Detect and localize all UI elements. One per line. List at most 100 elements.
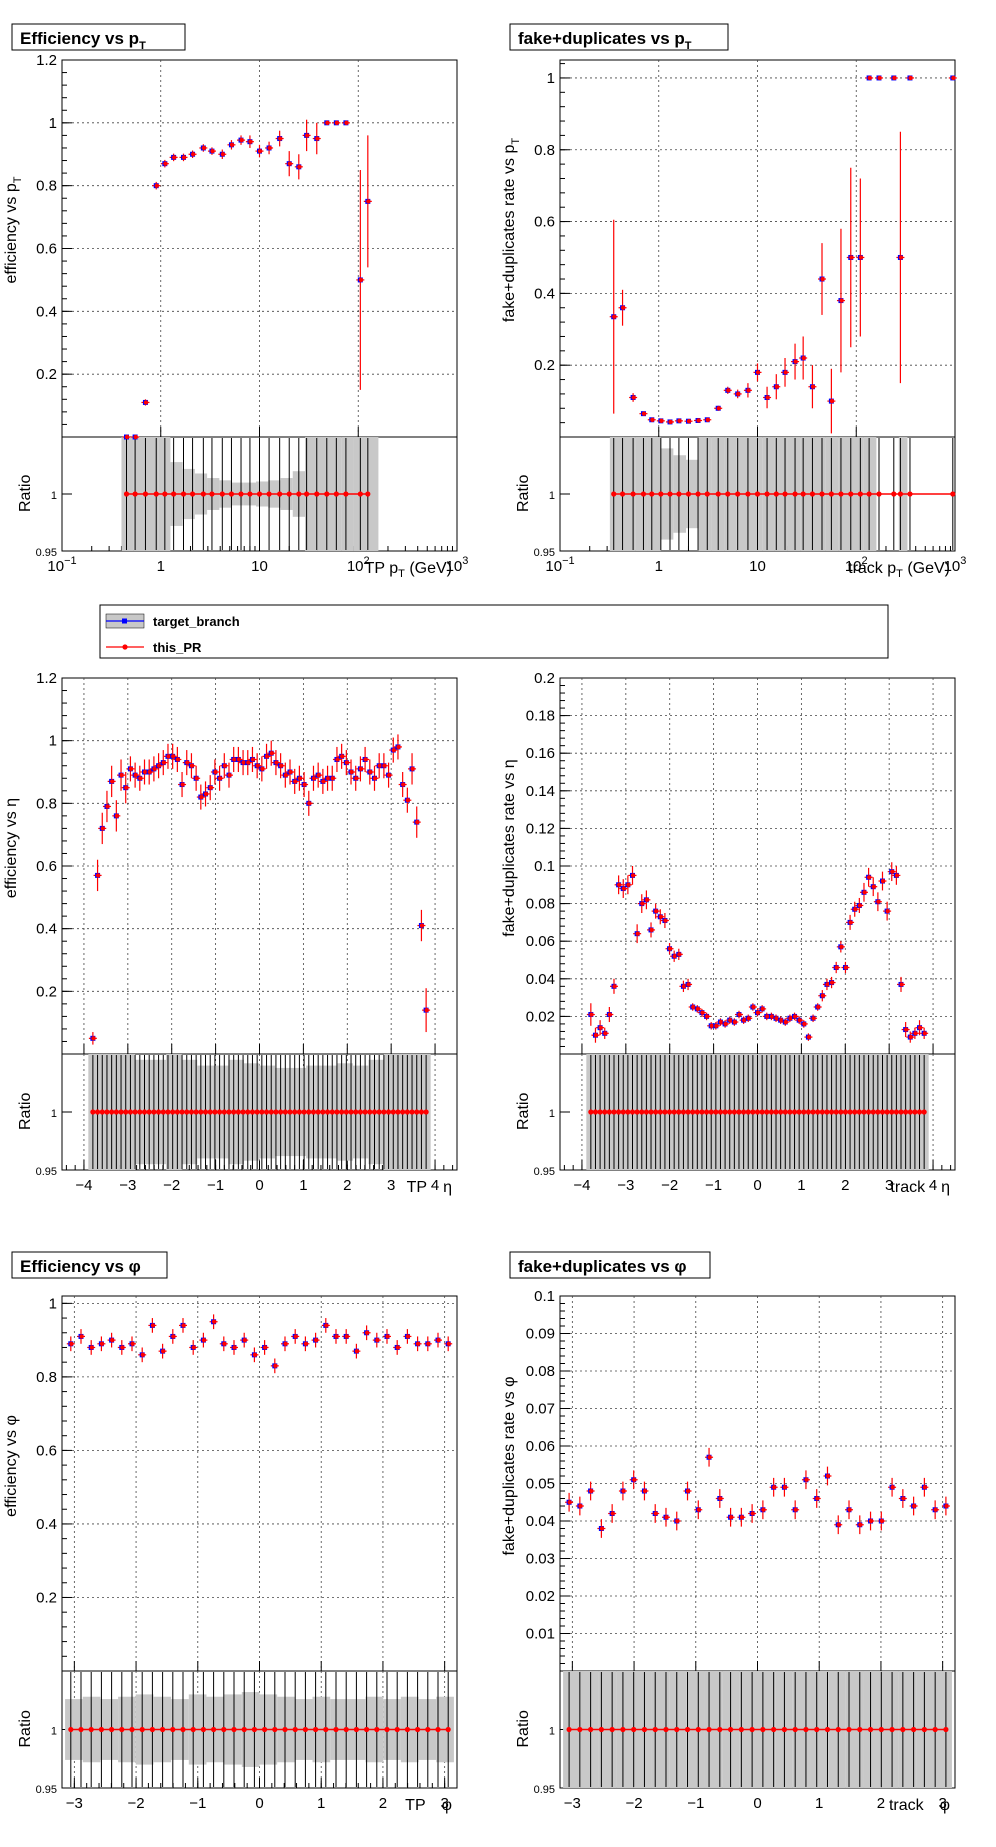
y-tick-label: 0.04 (526, 1513, 555, 1530)
pr-point (631, 395, 636, 400)
pr-point (610, 1511, 615, 1516)
pr-point (876, 899, 881, 904)
pr-point (641, 411, 647, 416)
pr-point (696, 1507, 702, 1512)
y-tick-label: 0.8 (36, 178, 57, 195)
y-tick-label: 0.4 (36, 1516, 57, 1533)
pr-point (171, 754, 176, 759)
pr-point (395, 1345, 400, 1350)
x-tick-label: 0 (753, 1177, 761, 1194)
pr-point (382, 763, 387, 768)
x-tick-label: 0 (255, 1177, 263, 1194)
y-tick-label: 0.6 (36, 858, 57, 875)
pr-point (334, 1334, 339, 1339)
pr-point (242, 1337, 248, 1343)
pr-point (349, 769, 354, 775)
pr-point (705, 417, 711, 422)
y-tick-label: 0.02 (526, 1008, 555, 1025)
pr-point (385, 1334, 390, 1339)
ratio-point (943, 1726, 949, 1733)
pr-point (386, 772, 392, 778)
pr-point (847, 1507, 852, 1512)
pr-point (760, 1006, 765, 1012)
pr-point (250, 757, 256, 762)
x-axis-label: track η (890, 1179, 950, 1196)
pr-point (239, 137, 244, 143)
pr-point (677, 952, 682, 957)
x-tick-label: −2 (626, 1795, 643, 1812)
pr-point (804, 1477, 809, 1482)
x-tick-label: 10−1 (47, 555, 76, 575)
pr-point (110, 779, 115, 784)
pr-point (446, 1341, 451, 1346)
pr-point (653, 1511, 659, 1516)
pr-point (307, 801, 312, 806)
pr-point (857, 903, 863, 908)
x-tick-label: −3 (617, 1177, 634, 1194)
pr-point (774, 1016, 779, 1021)
x-tick-label: 0 (753, 1795, 761, 1812)
pr-point (718, 1019, 724, 1025)
ratio-y-axis-label: Ratio (515, 1093, 532, 1130)
ratio-y-tick-label: 1 (549, 490, 555, 502)
pr-point (142, 769, 148, 775)
legend-marker (122, 618, 127, 624)
pr-point (279, 763, 284, 768)
ratio-y-tick-label: 0.95 (36, 547, 57, 559)
pr-point (274, 760, 279, 765)
pr-point (419, 923, 425, 928)
pr-point (334, 120, 340, 126)
ratio-y-tick-label: 1 (51, 1108, 57, 1120)
y-tick-label: 0.08 (526, 1363, 555, 1380)
pr-point (908, 1034, 914, 1040)
pr-point (599, 1526, 605, 1531)
pr-point (424, 1007, 429, 1013)
pr-point (278, 136, 283, 141)
pr-point (853, 907, 858, 912)
pr-point (297, 164, 302, 170)
pr-point (354, 1348, 360, 1354)
pr-point (746, 388, 751, 393)
pr-point (363, 757, 368, 762)
y-tick-label: 0.2 (36, 1589, 57, 1606)
pr-point (668, 419, 673, 425)
y-tick-label: 0.2 (36, 983, 57, 1000)
pr-point (181, 155, 187, 160)
chart-panel-3: 0.02 0.04 0.06 0.08 0.1 0.12 0.14 0.16 0.18 0.2 −4… (501, 670, 956, 1196)
pr-point (166, 754, 171, 759)
x-tick-label: 2 (379, 1795, 387, 1812)
pr-point (273, 1363, 278, 1369)
ratio-y-axis-label: Ratio (515, 475, 532, 512)
ratio-y-tick-label: 1 (549, 1726, 555, 1738)
pr-point (880, 878, 886, 884)
pr-point (172, 155, 177, 160)
y-tick-label: 0.14 (526, 783, 555, 800)
pr-point (589, 1488, 594, 1494)
pr-point (797, 1017, 802, 1023)
pr-point (69, 1341, 74, 1346)
pr-point (220, 152, 226, 157)
pr-point (714, 1023, 719, 1028)
pr-point (262, 1345, 268, 1350)
x-tick-label: −4 (573, 1177, 590, 1194)
pr-point (191, 1345, 197, 1350)
x-tick-label: −2 (661, 1177, 678, 1194)
pr-point (825, 1473, 831, 1479)
x-axis-label: TP pT (GeV) (365, 560, 452, 580)
pr-point (707, 1455, 712, 1460)
y-tick-label: 0.8 (36, 795, 57, 812)
pr-point (769, 1014, 775, 1019)
pr-point (742, 1017, 747, 1023)
pr-point (644, 897, 650, 903)
pr-point (222, 1341, 227, 1346)
y-tick-label: 0.1 (534, 858, 555, 875)
pr-point (802, 1021, 807, 1027)
pr-point (181, 1323, 186, 1328)
x-tick-label: −4 (75, 1177, 92, 1194)
pr-point (401, 782, 406, 787)
pr-point (801, 355, 806, 361)
pr-point (834, 965, 839, 970)
pr-point (755, 370, 761, 375)
ratio-y-axis-label: Ratio (17, 1093, 34, 1130)
ratio-y-tick-label: 1 (51, 1726, 57, 1738)
